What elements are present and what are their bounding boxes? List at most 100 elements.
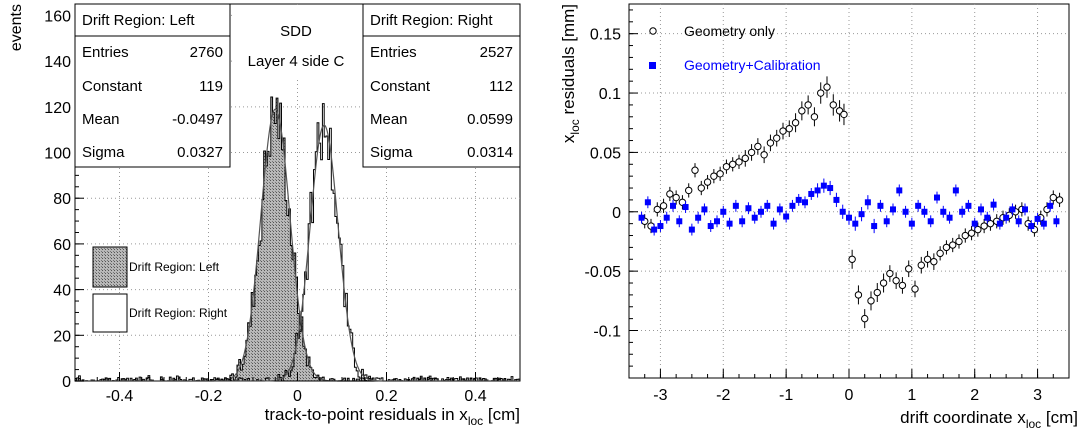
- geometry-point: [747, 148, 756, 157]
- right-x-tick-label: 1: [907, 387, 916, 404]
- right-y-tick-label: 0.15: [590, 27, 621, 44]
- right-data-points: [638, 76, 1064, 329]
- calib-point: [808, 190, 815, 197]
- geometry-point: [766, 139, 775, 147]
- calib-point: [877, 202, 884, 209]
- geometry-point: [798, 107, 806, 115]
- stats-box-right: Drift Region: Right Entries 2527 Constan…: [362, 3, 521, 168]
- calib-point: [758, 208, 764, 215]
- stats-right-title: Drift Region: Right: [370, 12, 493, 29]
- right-y-axis-label: xloc residuals [mm]: [559, 4, 582, 143]
- histogram-panel: -0.4 -0.2 0 0.2 0.4 0 20 40 60 80 100 120 140 160 Dri…: [8, 3, 521, 428]
- calib-point: [1047, 202, 1054, 209]
- calib-point: [927, 218, 934, 225]
- geometry-point: [1049, 193, 1057, 202]
- right-y-tick-label: -0.1: [593, 324, 621, 341]
- calib-point: [990, 201, 997, 208]
- left-y-tick-label: 40: [53, 283, 71, 300]
- right-x-tick-label: -2: [716, 387, 730, 404]
- calib-point: [682, 204, 689, 211]
- stats-right-row1-name: Constant: [370, 78, 431, 95]
- geometry-point: [703, 178, 712, 186]
- legend-left-label: Drift Region: Left: [129, 260, 220, 274]
- calib-point: [657, 223, 664, 230]
- geometry-point: [760, 151, 768, 159]
- stats-right-row1-value: 112: [489, 78, 513, 95]
- right-ylabel-unit: residuals [mm]: [559, 4, 578, 119]
- geometry-point: [917, 261, 925, 269]
- geometry-point: [967, 229, 976, 237]
- left-x-tick-label: 0.2: [375, 388, 397, 405]
- right-x-tick-label: -1: [779, 387, 793, 404]
- calib-point: [676, 218, 683, 225]
- stats-left-row2-name: Mean: [82, 111, 120, 128]
- calib-point: [670, 202, 676, 209]
- legend-calib-marker: [649, 62, 656, 69]
- stats-left-row1-name: Constant: [82, 78, 143, 95]
- calib-point: [940, 208, 947, 215]
- calib-point: [915, 202, 922, 209]
- geometry-point: [879, 279, 888, 287]
- calib-point: [883, 218, 890, 225]
- calib-point: [965, 202, 972, 209]
- calib-point: [1040, 220, 1047, 227]
- geometry-point: [986, 219, 995, 228]
- geometry-point: [840, 110, 848, 119]
- stats-left-row0-value: 2760: [190, 44, 223, 61]
- calib-point: [739, 218, 746, 225]
- calib-point: [978, 206, 984, 213]
- calib-point: [732, 202, 739, 209]
- geometry-point: [898, 281, 907, 290]
- stats-left-row3-value: 0.0327: [177, 144, 223, 161]
- stats-right-row3-name: Sigma: [370, 144, 413, 161]
- left-y-tick-label: 0: [62, 374, 71, 391]
- calib-point: [726, 220, 733, 227]
- right-y-tick-label: 0.1: [599, 86, 621, 103]
- geometry-point: [949, 241, 957, 249]
- geometry-point: [829, 101, 837, 109]
- calib-point: [770, 220, 777, 227]
- geometry-point: [974, 225, 982, 234]
- left-xlabel-sub: loc: [468, 414, 483, 428]
- left-y-tick-label: 120: [44, 100, 71, 117]
- calib-point: [776, 206, 783, 213]
- legend-right-label: Drift Region: Right: [129, 306, 228, 320]
- right-xlabel-sub: loc: [1026, 417, 1041, 431]
- geometry-point: [791, 119, 800, 127]
- right-x-axis-label: drift coordinate xloc [cm]: [900, 408, 1078, 431]
- geometry-point: [1055, 196, 1064, 204]
- calib-point: [644, 199, 651, 206]
- left-y-tick-label: 140: [44, 54, 71, 71]
- geometry-point: [936, 249, 944, 258]
- calib-point: [908, 220, 915, 227]
- left-legend: Drift Region: Left Drift Region: Right: [92, 246, 228, 333]
- legend-left-swatch: [92, 246, 128, 288]
- calib-point: [1028, 223, 1035, 230]
- left-x-axis-label: track-to-point residuals in xloc [cm]: [265, 405, 520, 428]
- calib-point: [701, 206, 708, 213]
- calib-point: [688, 226, 695, 233]
- calib-point: [707, 223, 714, 230]
- calib-point: [846, 214, 852, 221]
- right-axes: -3 -2 -1 0 1 2 3 -0.1 -0.05 0 0.05 0.1 0.15: [585, 9, 1070, 404]
- calib-point: [1053, 218, 1060, 225]
- stats-left-row3-name: Sigma: [82, 144, 125, 161]
- right-xlabel-main: drift coordinate x: [900, 408, 1026, 427]
- geometry-point: [785, 124, 793, 133]
- right-x-tick-label: 3: [1033, 387, 1042, 404]
- geometry-point: [854, 291, 863, 299]
- calib-point: [871, 223, 878, 230]
- geometry-point: [823, 83, 831, 91]
- geometry-point: [773, 134, 781, 142]
- right-y-tick-label: 0.05: [590, 145, 621, 162]
- left-axes: -0.4 -0.2 0 0.2 0.4 0 20 40 60 80 100 120 140 160: [44, 3, 521, 405]
- geometry-point: [817, 89, 825, 97]
- left-y-tick-label: 80: [53, 191, 71, 208]
- calib-point: [996, 220, 1003, 227]
- geometry-point: [892, 276, 900, 285]
- right-ylabel-main: x: [559, 134, 578, 143]
- calib-point: [638, 214, 645, 221]
- geometry-point: [867, 297, 875, 305]
- legend-right-swatch: [92, 293, 128, 333]
